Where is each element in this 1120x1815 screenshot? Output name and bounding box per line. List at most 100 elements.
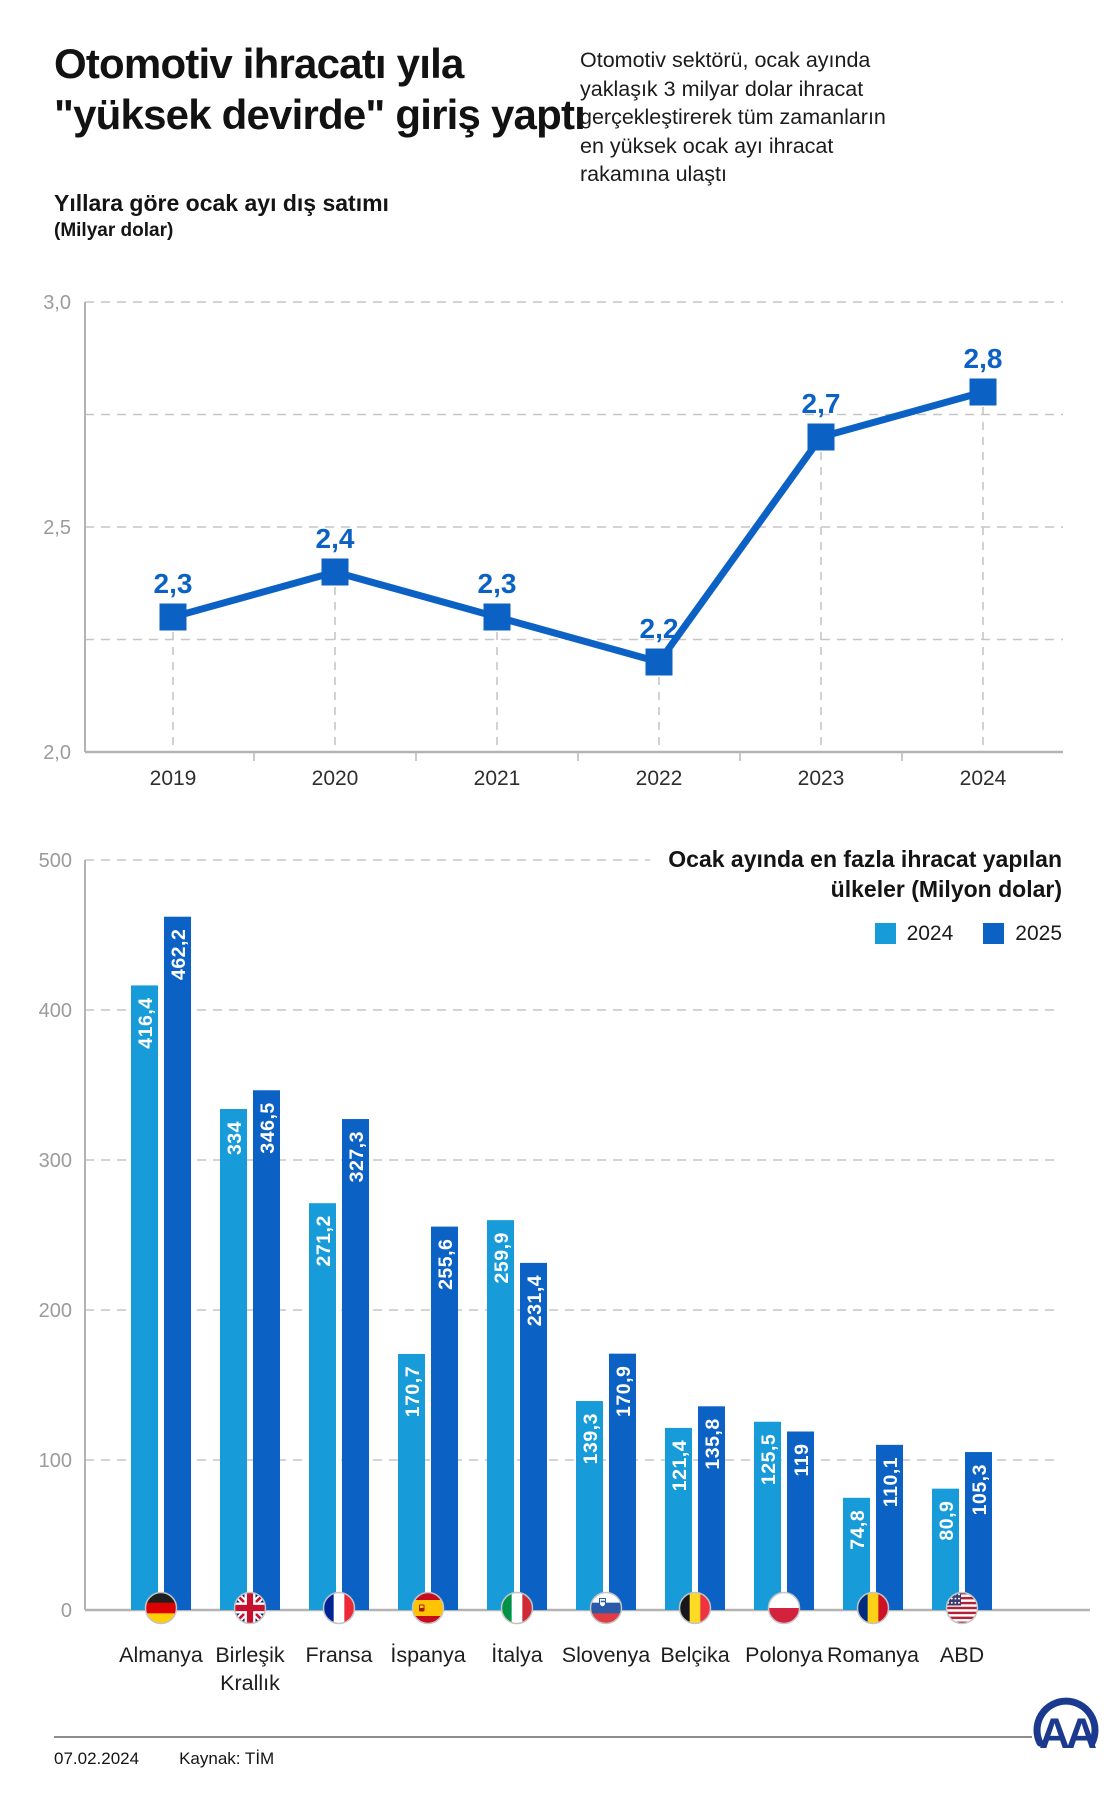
line-chart-header: Yıllara göre ocak ayı dış satımı (Milyar… bbox=[54, 190, 389, 242]
bar-value-label-2024: 170,7 bbox=[402, 1366, 424, 1417]
country-label: Romanya bbox=[827, 1643, 919, 1667]
country-label: Belçika bbox=[660, 1643, 729, 1667]
bar-2025 bbox=[876, 1444, 903, 1610]
country-label: Slovenya bbox=[562, 1643, 650, 1667]
x-axis-year-label: 2020 bbox=[312, 767, 359, 790]
y-axis-tick-label: 3,0 bbox=[43, 292, 71, 314]
bar-2024 bbox=[220, 1109, 247, 1610]
bar-value-label-2025: 255,6 bbox=[435, 1239, 457, 1290]
bar-value-label-2024: 259,9 bbox=[491, 1232, 513, 1283]
bar-value-label-2025: 462,2 bbox=[168, 929, 190, 980]
legend-swatch-2024 bbox=[874, 923, 896, 945]
bar-2025 bbox=[698, 1406, 725, 1610]
country-label: ABD bbox=[940, 1643, 984, 1667]
x-axis-year-label: 2024 bbox=[960, 767, 1007, 790]
bar-value-label-2025: 327,3 bbox=[346, 1131, 368, 1182]
data-point-label: 2,3 bbox=[478, 568, 517, 599]
aa-logo: AA bbox=[1028, 1686, 1104, 1767]
y-axis-tick-label: 100 bbox=[39, 1450, 72, 1472]
bar-2025 bbox=[164, 916, 191, 1610]
bar-value-label-2025: 170,9 bbox=[613, 1366, 635, 1417]
legend-label-2024: 2024 bbox=[906, 921, 954, 945]
footer-date: 07.02.2024 bbox=[54, 1749, 140, 1768]
y-axis-tick-label: 0 bbox=[61, 1600, 72, 1622]
bar-chart-title: Ocak ayında en fazla ihracat yapılan ülk… bbox=[668, 844, 1062, 905]
country-label: İtalya bbox=[491, 1643, 542, 1667]
line-chart-title: Yıllara göre ocak ayı dış satımı bbox=[54, 190, 389, 216]
bar-value-label-2024: 121,4 bbox=[669, 1440, 691, 1491]
legend-item-2025: 2025 bbox=[983, 922, 1062, 946]
y-axis-tick-label: 500 bbox=[39, 850, 72, 872]
bar-2024 bbox=[576, 1401, 603, 1610]
page-subtitle: Otomotiv sektörü, ocak ayında yaklaşık 3… bbox=[580, 48, 886, 187]
line-series bbox=[172, 388, 984, 667]
y-axis-tick-label: 2,5 bbox=[43, 517, 71, 539]
country-label: Fransa bbox=[306, 1643, 373, 1667]
flag-es-icon bbox=[411, 1591, 445, 1625]
bar-2025 bbox=[787, 1431, 814, 1610]
bar-value-label-2024: 334 bbox=[224, 1121, 246, 1155]
country-label: Birleşik bbox=[215, 1643, 285, 1667]
line-chart: 3,0 2,5 2,0 2,3 2,4 2,3 2,2 2,7 2,8 2019 2020 2021 2… bbox=[43, 292, 1063, 790]
bar-chart-title-line1: Ocak ayında en fazla ihracat yapılan bbox=[668, 846, 1062, 872]
data-point-marker bbox=[159, 603, 187, 631]
flag-pl-icon bbox=[767, 1591, 801, 1625]
bar-chart-header: Ocak ayında en fazla ihracat yapılan ülk… bbox=[652, 844, 1062, 946]
bar-2025 bbox=[609, 1353, 636, 1610]
bar-2025 bbox=[431, 1226, 458, 1610]
x-axis-year-label: 2022 bbox=[636, 767, 683, 790]
flag-gb-icon bbox=[233, 1591, 267, 1625]
bar-value-label-2025: 346,5 bbox=[257, 1102, 279, 1153]
bar-2024 bbox=[754, 1421, 781, 1610]
bar-value-label-2025: 231,4 bbox=[524, 1275, 546, 1326]
bar-2024 bbox=[131, 985, 158, 1610]
data-point-label: 2,3 bbox=[154, 568, 193, 599]
aa-logo-icon: AA bbox=[1033, 1697, 1100, 1758]
y-axis-tick-label: 400 bbox=[39, 1000, 72, 1022]
footer-source: Kaynak: TİM bbox=[179, 1749, 275, 1768]
country-label: Almanya bbox=[119, 1643, 203, 1667]
legend-label-2025: 2025 bbox=[1015, 921, 1062, 945]
flag-de-icon bbox=[144, 1591, 178, 1625]
legend-item-2024: 2024 bbox=[874, 921, 954, 946]
bar-value-label-2025: 105,3 bbox=[969, 1464, 991, 1515]
flag-si-icon bbox=[589, 1591, 623, 1625]
flag-fr-icon bbox=[322, 1591, 356, 1625]
bar-2024 bbox=[398, 1353, 425, 1610]
bar-value-label-2024: 80,9 bbox=[936, 1501, 958, 1541]
x-axis-year-label: 2023 bbox=[798, 767, 845, 790]
data-point-label: 2,2 bbox=[640, 613, 679, 644]
bar-chart-title-line2: ülkeler (Milyon dolar) bbox=[830, 876, 1062, 903]
bar-value-label-2025: 110,1 bbox=[880, 1457, 902, 1507]
data-point-marker bbox=[645, 648, 673, 676]
bar-chart-legend: 2024 2025 bbox=[668, 922, 1062, 946]
flag-it-icon bbox=[500, 1591, 534, 1625]
x-axis-year-label: 2021 bbox=[474, 767, 521, 790]
bar-2025 bbox=[253, 1090, 280, 1610]
flag-ro-icon bbox=[856, 1591, 890, 1625]
bar-value-label-2024: 125,5 bbox=[758, 1434, 780, 1485]
bar-2024 bbox=[487, 1220, 514, 1610]
data-point-label: 2,4 bbox=[316, 523, 355, 554]
bar-2024 bbox=[843, 1497, 870, 1610]
bar-2025 bbox=[342, 1119, 369, 1610]
y-axis-tick-label: 200 bbox=[39, 1300, 72, 1322]
bar-value-label-2024: 139,3 bbox=[580, 1413, 602, 1464]
footer: 07.02.2024 Kaynak: TİM bbox=[54, 1749, 274, 1769]
bar-value-label-2025: 135,8 bbox=[702, 1418, 724, 1469]
bar-2025 bbox=[520, 1262, 547, 1610]
bar-2024 bbox=[665, 1427, 692, 1610]
x-axis-year-label: 2019 bbox=[150, 767, 197, 790]
data-point-label: 2,7 bbox=[802, 388, 841, 419]
footer-divider bbox=[54, 1736, 1032, 1738]
y-axis-tick-label: 2,0 bbox=[43, 742, 71, 764]
country-label: İspanya bbox=[390, 1643, 465, 1667]
data-point-label: 2,8 bbox=[964, 343, 1003, 374]
bar-value-label-2025: 119 bbox=[791, 1444, 813, 1477]
data-point-marker bbox=[969, 378, 997, 406]
bar-2024 bbox=[309, 1203, 336, 1610]
country-label: Polonya bbox=[745, 1643, 823, 1667]
y-axis-tick-label: 300 bbox=[39, 1150, 72, 1172]
country-label: Krallık bbox=[220, 1671, 280, 1695]
